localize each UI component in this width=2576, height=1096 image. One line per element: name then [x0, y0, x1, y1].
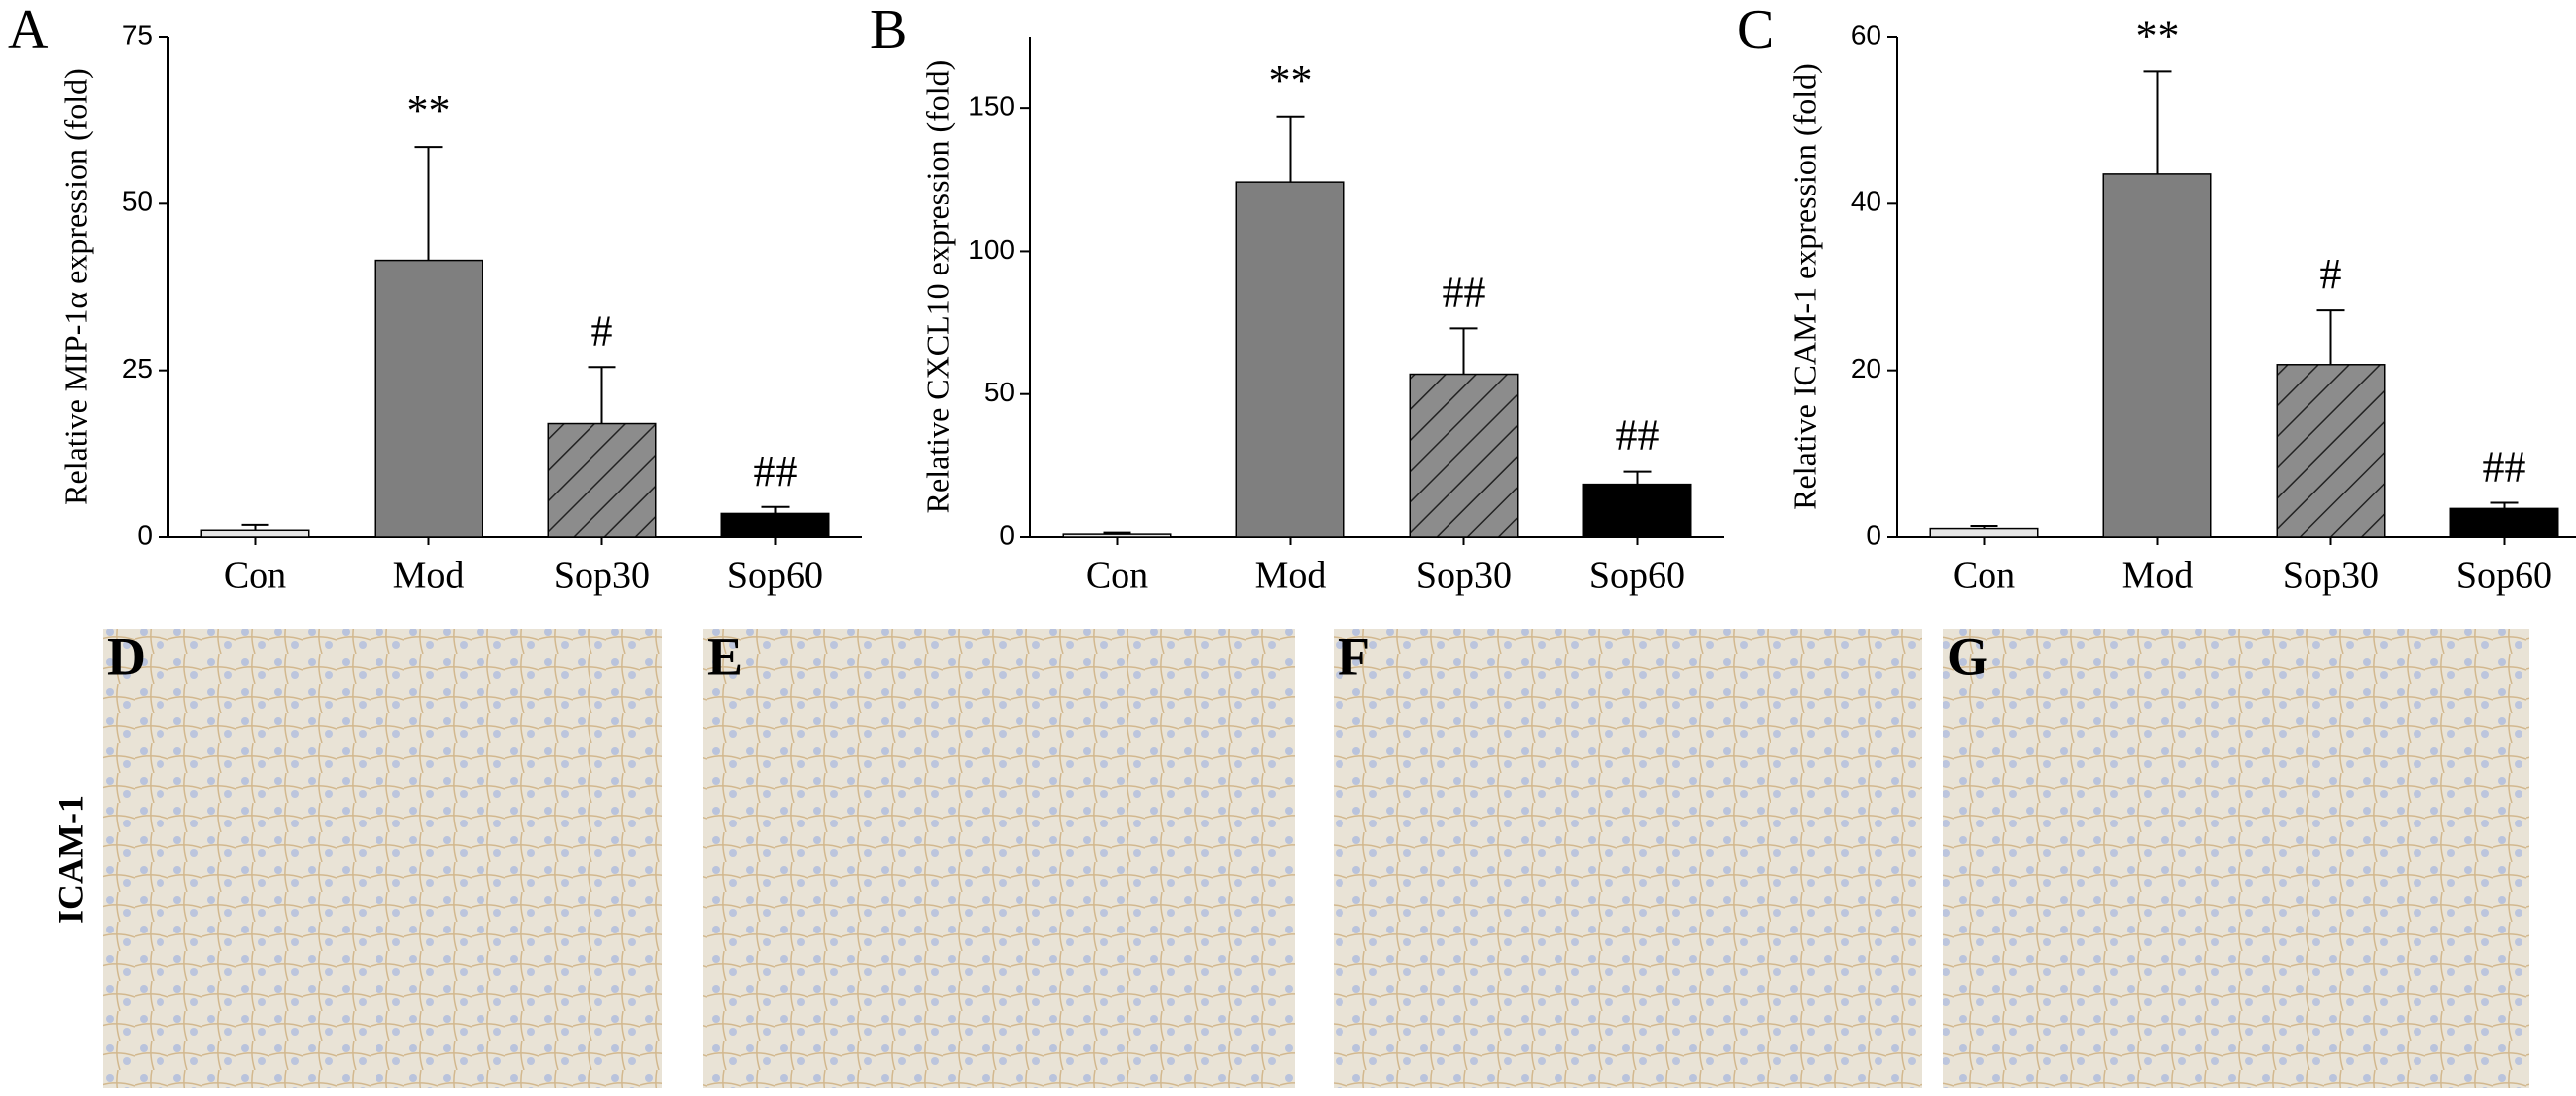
row-label: ICAM-1 [51, 795, 90, 924]
bar [547, 422, 657, 538]
panel-label: G [1947, 626, 1988, 686]
y-tick-label: 60 [1851, 19, 1881, 50]
y-axis-label: Relative CXCL10 expression (fold) [919, 60, 955, 514]
significance-label: ## [1443, 268, 1486, 316]
x-tick-label: Sop60 [727, 555, 823, 597]
bar [1062, 533, 1172, 538]
panel-label: F [1338, 626, 1370, 686]
y-tick-label: 0 [1866, 519, 1881, 550]
bar [374, 259, 483, 538]
bar [2449, 507, 2559, 538]
x-tick-label: Con [224, 555, 286, 597]
significance-label: ## [1616, 411, 1660, 460]
micrographs: ICAM-1 D E F G [51, 626, 2529, 1088]
bar [1235, 181, 1345, 538]
significance-label: # [2320, 250, 2342, 298]
y-tick-label: 50 [984, 377, 1015, 407]
y-tick-label: 75 [122, 19, 153, 50]
y-axis-label: Relative ICAM-1 expression (fold) [1786, 63, 1822, 510]
chart: C Relative ICAM-1 expression (fold) 0 20 40 6… [1737, 0, 2576, 597]
significance-label: ** [2136, 11, 2180, 59]
x-tick-label: Sop30 [554, 555, 650, 597]
x-tick-label: Mod [2122, 555, 2194, 597]
y-tick-label: 50 [122, 186, 153, 217]
micrograph [1943, 629, 2529, 1088]
significance-label: ## [754, 447, 798, 495]
x-tick-label: Mod [1255, 555, 1327, 597]
significance-label: ** [1269, 56, 1313, 105]
panel-label: A [8, 0, 49, 60]
x-tick-label: Sop60 [1589, 555, 1685, 597]
x-tick-label: Sop60 [2456, 555, 2552, 597]
y-tick-label: 100 [968, 234, 1015, 265]
y-tick-label: 150 [968, 91, 1015, 122]
bar [2102, 173, 2212, 538]
panel-label: E [707, 626, 743, 686]
x-tick-label: Con [1953, 555, 2015, 597]
bar [2276, 364, 2386, 538]
y-tick-label: 0 [999, 519, 1015, 550]
panel-label: D [107, 626, 146, 686]
x-tick-label: Sop30 [1416, 555, 1512, 597]
bar [200, 529, 310, 538]
panel-label: B [870, 0, 907, 60]
micrograph [1334, 629, 1922, 1088]
x-tick-label: Mod [393, 555, 465, 597]
x-tick-label: Sop30 [2283, 555, 2379, 597]
micrograph [103, 629, 662, 1088]
y-tick-label: 20 [1851, 353, 1881, 384]
x-tick-label: Con [1086, 555, 1148, 597]
bar [1582, 483, 1692, 538]
bar [1929, 527, 2039, 538]
y-axis-label: Relative MIP-1α expression (fold) [57, 68, 93, 505]
chart: B Relative CXCL10 expression (fold) 0 50 100… [870, 0, 1724, 597]
significance-label: ** [407, 86, 451, 135]
y-tick-label: 40 [1851, 186, 1881, 217]
y-tick-label: 0 [137, 519, 153, 550]
panel-label: C [1737, 0, 1773, 60]
significance-label: # [591, 306, 613, 355]
significance-label: ## [2483, 443, 2526, 492]
micrograph [703, 629, 1295, 1088]
bar [720, 512, 830, 538]
bar [1409, 373, 1519, 538]
y-tick-label: 25 [122, 353, 153, 384]
